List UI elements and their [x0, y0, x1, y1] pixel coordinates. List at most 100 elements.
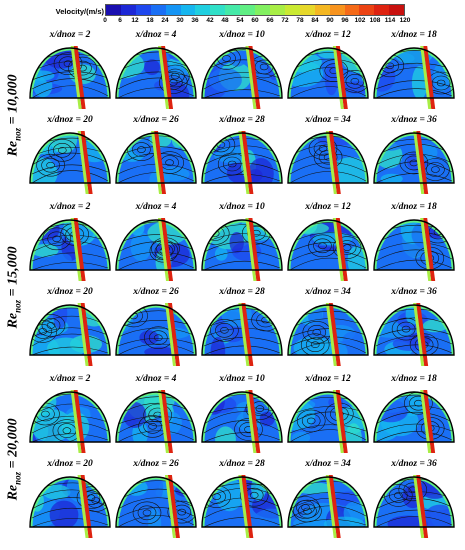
vortex-streamline — [301, 413, 321, 429]
contour-plot — [287, 303, 369, 366]
vortex-streamline — [160, 64, 190, 88]
colorbar-tick-label: 24 — [161, 17, 169, 24]
duct-outline — [287, 47, 369, 99]
colorbar-segment — [195, 5, 211, 15]
streamline — [203, 506, 281, 519]
vortex-streamline — [426, 162, 445, 177]
reynolds-value: = 10,000 — [5, 73, 21, 128]
panel-label: x/dnoz = 10 — [219, 202, 265, 212]
jet-core — [73, 390, 86, 453]
streamline — [117, 241, 195, 253]
reynolds-subscript: noz — [12, 471, 23, 485]
streamline-panel: x/dnoz = 26 — [114, 459, 198, 539]
jet-core — [416, 303, 429, 366]
streamline — [203, 432, 281, 442]
panel-label: x/dnoz = 10 — [219, 30, 265, 40]
vortex-streamline — [153, 334, 163, 342]
streamline — [31, 241, 109, 253]
jet-core — [335, 390, 348, 453]
velocity-region — [422, 319, 447, 333]
jet-shear-layer — [157, 218, 169, 281]
panel-label: x/dnoz = 12 — [305, 374, 351, 384]
vortex-streamline — [137, 146, 146, 153]
streamline-panel: x/dnoz = 12 — [286, 202, 370, 282]
jet-core — [167, 475, 180, 538]
velocity-region — [302, 253, 327, 270]
vortex-streamline — [143, 403, 173, 427]
jet-core — [154, 131, 167, 194]
streamline-panel: x/dnoz = 10 — [200, 374, 284, 454]
velocity-region — [430, 157, 454, 178]
vortex-streamline — [132, 501, 162, 525]
panel-label: x/dnoz = 18 — [391, 202, 437, 212]
colorbar-tick-label: 96 — [341, 17, 349, 24]
colorbar-segment — [299, 5, 315, 15]
contour-plot — [287, 218, 369, 281]
colorbar-gradient — [105, 4, 405, 16]
streamline — [375, 335, 453, 347]
jet-core — [328, 131, 341, 194]
jet-core — [167, 303, 180, 366]
streamline — [31, 415, 109, 425]
vortex-streamline — [132, 142, 151, 157]
streamline — [375, 242, 453, 253]
vortex-streamline — [259, 63, 269, 71]
contour-plot — [287, 475, 369, 538]
panel-label: x/dnoz = 26 — [133, 115, 179, 125]
streamline — [117, 515, 195, 527]
colorbar-segment — [210, 5, 226, 15]
vortex-streamline — [222, 55, 231, 62]
contour-plot — [115, 218, 197, 281]
streamline-panel: x/dnoz = 4 — [114, 30, 198, 110]
jet-core — [73, 46, 86, 109]
colorbar-segment — [120, 5, 136, 15]
streamline — [203, 76, 281, 90]
panel-label: x/dnoz = 18 — [391, 30, 437, 40]
velocity-region — [254, 75, 268, 98]
streamline — [375, 516, 453, 527]
streamline — [289, 257, 367, 270]
velocity-region — [291, 431, 311, 442]
streamline — [31, 327, 109, 338]
colorbar-tick-label: 30 — [176, 17, 184, 24]
colorbar-tick-label: 78 — [296, 17, 304, 24]
duct-outline — [201, 47, 283, 99]
velocity-region — [30, 70, 55, 81]
duct-outline — [29, 391, 111, 443]
vortex-streamline — [142, 509, 152, 517]
jet-shear-layer — [420, 218, 432, 281]
colorbar-segment — [255, 5, 270, 15]
colorbar-tick-label: 0 — [103, 17, 107, 24]
streamline — [203, 71, 281, 81]
streamline — [289, 250, 367, 262]
panel-label: x/dnoz = 34 — [305, 115, 351, 125]
streamline-panel: x/dnoz = 26 — [114, 115, 198, 195]
streamline-panel: x/dnoz = 12 — [286, 374, 370, 454]
panel-label: x/dnoz = 2 — [49, 202, 91, 212]
jet-core — [241, 303, 254, 366]
velocity-region — [248, 169, 263, 182]
streamline — [31, 252, 109, 262]
vortex-streamline — [220, 326, 229, 334]
jet-shear-layer — [245, 390, 257, 453]
vortex-streamline — [137, 505, 157, 521]
reynolds-group: Renoz = 15,000 x/dnoz = 2 x/dnoz = 4 x/dnoz… — [0, 202, 465, 372]
vortex-streamline — [68, 56, 97, 80]
colorbar-tick-label: 90 — [326, 17, 334, 24]
vortex-streamline — [298, 503, 317, 519]
velocity-region — [411, 65, 428, 98]
contour-plot — [201, 475, 283, 538]
jet-shear-layer — [157, 390, 169, 453]
jet-shear-layer — [238, 303, 250, 366]
vortex-streamline — [409, 333, 439, 355]
contour-plot — [115, 131, 197, 194]
streamline-panel: x/dnoz = 12 — [286, 30, 370, 110]
panel-label: x/dnoz = 2 — [49, 374, 91, 384]
vortex-streamline — [332, 236, 362, 259]
streamline-panel: x/dnoz = 36 — [372, 115, 456, 195]
streamline — [117, 71, 195, 81]
colorbar-tick-label: 12 — [131, 17, 139, 24]
streamline — [375, 344, 453, 355]
velocity-region — [130, 232, 152, 262]
jet-shear-layer — [332, 390, 344, 453]
